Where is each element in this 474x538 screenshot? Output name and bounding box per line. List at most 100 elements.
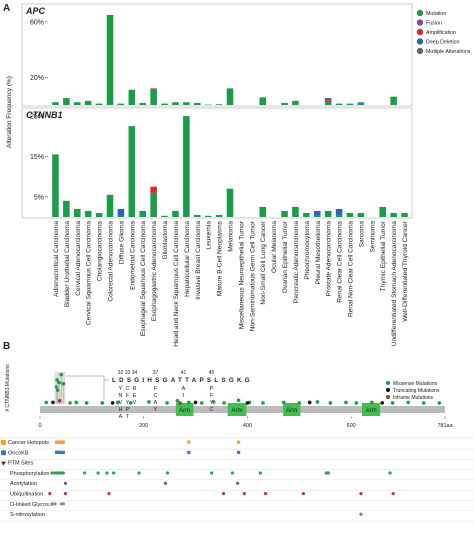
bar-segment [150, 186, 157, 193]
x-tick-label: Colorectal Adenocarcinoma [108, 221, 115, 302]
x-tick-label: Seminoma [369, 221, 376, 253]
lollipop-head [59, 372, 64, 377]
bar-segment [401, 212, 408, 217]
bar-segment [52, 102, 59, 105]
bar-segment [215, 104, 223, 105]
hotspot-variant: H [119, 407, 123, 413]
panel-frame [21, 3, 413, 107]
x-tick-label: Cervical Squamous Cell Carcinoma [86, 221, 93, 325]
x-tick-label: Pancreatic Adenocarcinoma [293, 221, 300, 303]
lollipop-head [55, 388, 60, 392]
bar-segment [335, 103, 343, 105]
bar-segment [281, 210, 288, 217]
bar-segment [194, 102, 201, 104]
y-tick-label: 25% [30, 114, 44, 121]
track-mark [61, 450, 65, 454]
bar-segment [357, 212, 365, 217]
panel-frame [21, 107, 413, 219]
hotspot-sequence: LDSGIHSGATTAPSLSGKG [112, 377, 253, 384]
bar-segment [128, 89, 136, 105]
hotspot-variant: F [126, 393, 130, 399]
bar-segment [84, 100, 92, 105]
lollipop-head [328, 401, 333, 405]
x-tick-label: Mature B-Cell Neoplasms [217, 220, 224, 296]
track-mark [61, 440, 65, 444]
hotspot-variant: C [126, 386, 130, 392]
lollipop-head [51, 400, 55, 405]
track-mark [263, 492, 268, 496]
x-tick-label: Non-Small Cell Lung Cancer [260, 220, 267, 304]
hotspot-position: 37 [153, 370, 159, 376]
track-mark [242, 492, 246, 496]
panel-label: B [3, 341, 10, 352]
x-tick-label: Prostate Adenocarcinoma [326, 221, 333, 297]
bar-segment [95, 212, 103, 217]
gene-title: CTNNB1 [26, 110, 63, 120]
lollipop-head [187, 400, 191, 405]
legend-label: Deep Deletion [426, 40, 460, 46]
bar-segment [139, 210, 146, 217]
x-tick-label: Sarcoma [358, 221, 365, 248]
legend-label: Fusion [426, 21, 442, 27]
track-mark [107, 492, 111, 496]
bar-segment [106, 194, 114, 217]
y-axis-title: Alteration Frequency (%) [6, 76, 13, 148]
hotspot-position: 33 [125, 370, 131, 376]
track-mark [96, 471, 100, 475]
bar-segment [172, 102, 179, 105]
track-mark [165, 471, 170, 475]
x-tick-label: Melanoma [228, 221, 235, 252]
track-mark [221, 492, 226, 496]
lollipop-head [406, 400, 410, 405]
bar-segment [106, 14, 114, 105]
track-mark [48, 492, 52, 496]
hotspot-variant: C [210, 407, 214, 413]
track-mark [82, 471, 87, 475]
legend-swatch [386, 381, 390, 385]
legend-swatch [416, 19, 424, 26]
bar-segment [161, 103, 168, 105]
lollipop-head [84, 401, 89, 405]
bar-segment [324, 99, 332, 101]
lollipop-head [437, 401, 442, 405]
bar-segment [335, 214, 343, 217]
hotspot-variant: T [126, 414, 130, 420]
bar-segment [150, 89, 157, 105]
legend-swatch [416, 47, 424, 55]
bar-segment [314, 214, 321, 217]
bar-segment [63, 200, 70, 217]
bar-segment [346, 103, 354, 105]
bar-segment [172, 210, 179, 217]
lollipop-head [354, 401, 359, 405]
y-axis-title: # CTNNB1 Mutations [5, 364, 11, 412]
bar-segment [314, 210, 321, 215]
legend-label: Missense Mutations [393, 381, 438, 387]
bar-segment [335, 208, 343, 215]
legend-swatch [386, 388, 390, 392]
x-tick-label: Non-Seminomatous Germ Cell Tumor [249, 220, 256, 331]
bar-segment [357, 102, 365, 104]
track-mark [53, 502, 57, 506]
bar-segment [183, 116, 190, 217]
hotspot-variant: A [154, 400, 158, 406]
legend-swatch [416, 9, 424, 17]
lollipop-head [236, 398, 241, 403]
gene-title: APC [25, 6, 46, 16]
annotation-bracket [66, 375, 109, 400]
bar-segment [226, 188, 234, 217]
legend-label: Mutation [426, 11, 446, 17]
legend-swatch [416, 38, 424, 45]
track-mark [112, 471, 116, 475]
lollipop-head [68, 401, 72, 405]
x-tick-label: Esophageal Squamous Cell Carcinoma [140, 221, 147, 336]
track-label: Phosphorylation [10, 471, 49, 477]
track-label: PTM Sites [8, 461, 34, 467]
x-tick-label: 400 [243, 423, 252, 429]
bar-segment [117, 103, 125, 105]
x-tick-label: 0 [38, 423, 41, 429]
bar-segment [259, 97, 266, 99]
track-mark [63, 492, 68, 496]
track-label: O-linked Glycos... [10, 502, 54, 508]
bar-segment [63, 98, 70, 105]
bar-segment [95, 103, 103, 105]
